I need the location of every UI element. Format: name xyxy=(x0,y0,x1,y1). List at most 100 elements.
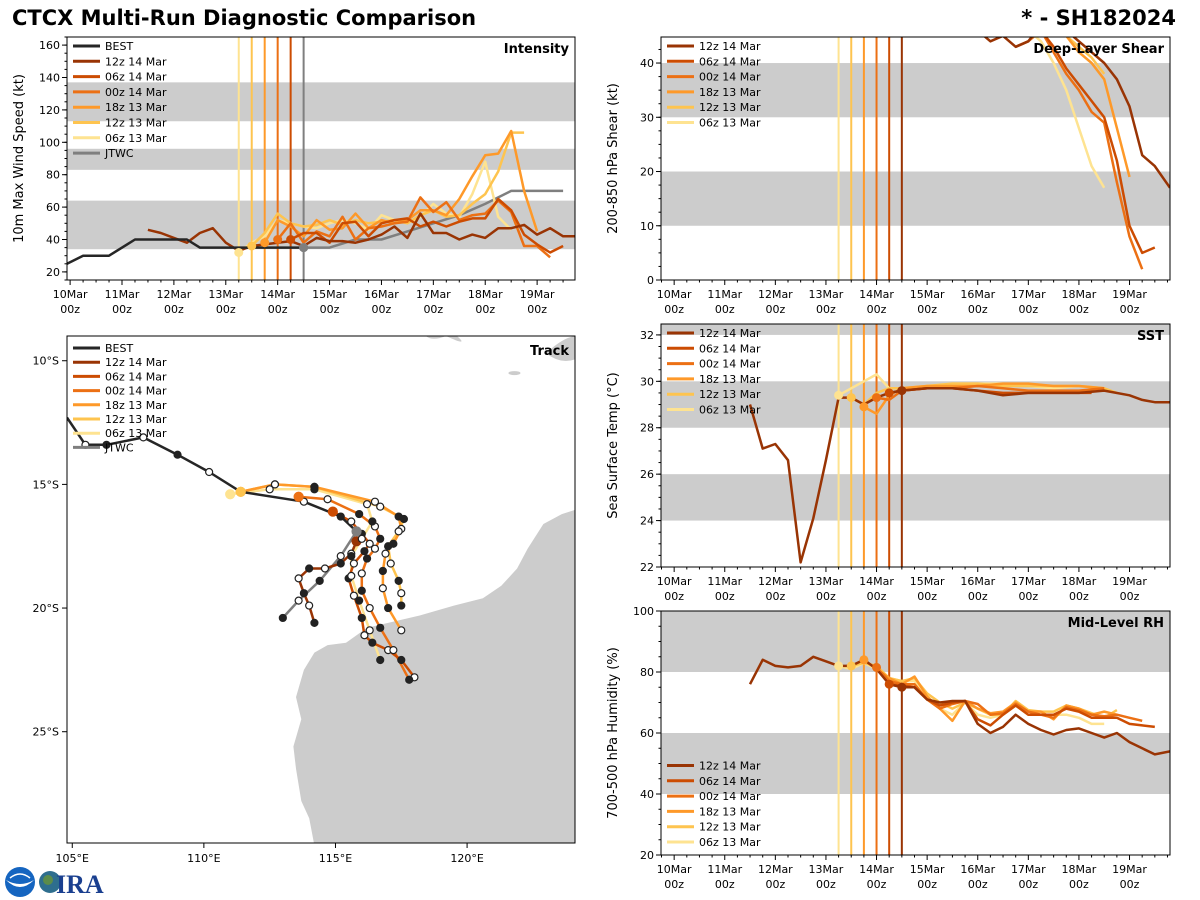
track-marker xyxy=(349,559,359,568)
track-marker xyxy=(139,433,148,442)
x-tick-label-date: 19Mar xyxy=(520,288,555,301)
series-line xyxy=(1015,37,1144,270)
init-marker xyxy=(247,241,257,251)
x-tick-label-date: 11Mar xyxy=(105,288,140,301)
y-tick-label: 80 xyxy=(640,666,654,679)
plot-area xyxy=(661,611,1170,855)
track-marker xyxy=(355,596,364,605)
legend-label: 06z 14 Mar xyxy=(105,71,167,84)
y-tick-label: 40 xyxy=(640,788,654,801)
x-tick-label-hour: 00z xyxy=(60,303,80,316)
panel-shear: 0 10 20 30 40 10Mar 00z 11Mar 00z 12Mar 00z 13Mar 00… xyxy=(606,36,1171,316)
init-marker xyxy=(859,402,869,412)
track-marker xyxy=(357,534,366,543)
x-tick-label-hour: 00z xyxy=(715,590,735,603)
track-marker xyxy=(323,495,332,504)
x-tick-label-date: 11Mar xyxy=(707,863,742,876)
x-tick-label-hour: 00z xyxy=(715,878,735,891)
x-tick-label-hour: 00z xyxy=(917,590,937,603)
init-marker xyxy=(846,661,856,671)
track-marker xyxy=(397,626,406,635)
track-marker xyxy=(347,571,356,580)
x-tick-label-date: 18Mar xyxy=(468,288,503,301)
panel-title: Intensity xyxy=(504,42,570,57)
x-tick-label-date: 16Mar xyxy=(364,288,399,301)
legend-label: 06z 13 Mar xyxy=(699,117,761,130)
track-marker xyxy=(405,675,414,684)
legend-label: 12z 14 Mar xyxy=(105,55,167,68)
y-tick-label: 15°S xyxy=(33,478,59,491)
x-tick-label-hour: 00z xyxy=(968,878,988,891)
x-tick-label-date: 11Mar xyxy=(707,288,742,301)
x-tick-label: 115°E xyxy=(319,852,352,865)
init-marker xyxy=(834,661,844,671)
track-marker xyxy=(376,502,385,511)
x-tick-label-hour: 00z xyxy=(1018,590,1038,603)
y-tick-label: 80 xyxy=(46,169,60,182)
x-tick-label-date: 15Mar xyxy=(910,288,945,301)
series-line xyxy=(67,238,304,265)
legend-label: 06z 13 Mar xyxy=(105,132,167,145)
track-marker xyxy=(355,509,364,519)
init-marker xyxy=(872,662,882,672)
track-marker xyxy=(270,480,280,489)
track-marker xyxy=(397,601,406,610)
x-tick-label-hour: 00z xyxy=(164,303,184,316)
y-axis-label: 700-500 hPa Humidity (%) xyxy=(606,647,621,819)
legend-label: 00z 14 Mar xyxy=(699,790,761,803)
y-axis-label: Sea Surface Temp (°C) xyxy=(606,372,621,519)
x-tick-label-hour: 00z xyxy=(765,878,785,891)
main-title: CTCX Multi-Run Diagnostic Comparison xyxy=(12,6,477,30)
track-marker xyxy=(299,589,308,598)
panel-rh: 20 40 60 80 100 10Mar 00z 11Mar 00z 12Mar 00z 13Mar… xyxy=(606,605,1171,891)
x-tick-label-hour: 00z xyxy=(1018,878,1038,891)
track-marker xyxy=(378,566,387,576)
x-tick-label-hour: 00z xyxy=(475,303,495,316)
legend-label: 18z 13 Mar xyxy=(105,399,167,412)
landmass-australia xyxy=(293,509,575,843)
x-tick-label-date: 15Mar xyxy=(910,575,945,588)
x-tick-label-hour: 00z xyxy=(664,878,684,891)
x-tick-label-date: 10Mar xyxy=(53,288,88,301)
x-tick-label-hour: 00z xyxy=(112,303,132,316)
track-marker xyxy=(235,486,246,497)
map-area xyxy=(67,336,575,843)
x-tick-label-hour: 00z xyxy=(765,590,785,603)
track-marker xyxy=(265,485,274,494)
threshold-band xyxy=(661,171,1170,226)
legend-label: 18z 13 Mar xyxy=(105,101,167,114)
init-marker xyxy=(884,388,894,398)
x-tick-label-hour: 00z xyxy=(816,590,836,603)
x-tick-label-date: 10Mar xyxy=(657,863,692,876)
track-marker xyxy=(370,544,380,553)
legend-label: BEST xyxy=(105,342,133,355)
track-marker xyxy=(376,534,385,543)
track-marker xyxy=(315,576,324,585)
legend-label: 12z 13 Mar xyxy=(699,821,761,834)
x-tick-label-date: 14Mar xyxy=(859,863,894,876)
x-tick-label-hour: 00z xyxy=(867,878,887,891)
y-axis-label: 200-850 hPa Shear (kt) xyxy=(606,83,621,234)
track-marker xyxy=(349,591,359,600)
init-marker xyxy=(299,243,309,253)
y-tick-label: 26 xyxy=(640,468,654,481)
track-marker xyxy=(357,569,366,578)
panel-title: Track xyxy=(530,344,569,359)
init-marker xyxy=(884,679,894,689)
threshold-band xyxy=(661,324,1170,335)
x-tick-label-hour: 00z xyxy=(968,590,988,603)
y-tick-label: 160 xyxy=(39,39,60,52)
legend-label: 00z 14 Mar xyxy=(699,71,761,84)
x-tick-label-date: 12Mar xyxy=(157,288,192,301)
series-line xyxy=(147,212,575,253)
track-marker xyxy=(320,564,330,573)
init-marker xyxy=(897,386,907,396)
legend-label: 12z 14 Mar xyxy=(699,760,761,773)
legend-label: 12z 14 Mar xyxy=(105,356,167,369)
init-marker xyxy=(260,238,270,248)
x-tick-label-date: 17Mar xyxy=(1011,863,1046,876)
x-tick-label-date: 18Mar xyxy=(1062,288,1097,301)
noaa-cira-logo: IRA xyxy=(5,867,104,898)
threshold-band xyxy=(661,733,1170,794)
